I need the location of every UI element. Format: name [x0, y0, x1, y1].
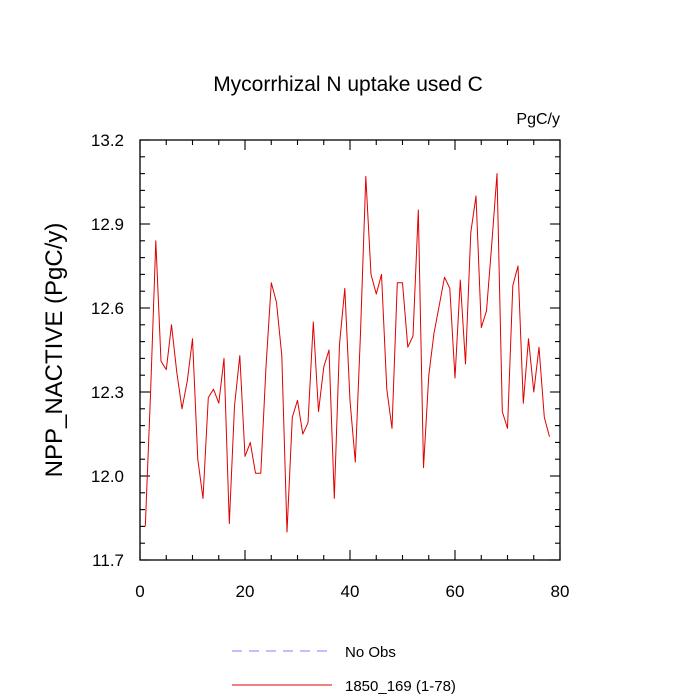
series-line-0 [144, 173, 550, 533]
x-tick-label: 0 [135, 582, 144, 601]
tick-marks [139, 139, 561, 561]
y-tick-label: 11.7 [92, 551, 124, 570]
y-tick-label: 12.3 [91, 383, 124, 402]
legend: No Obs 1850_169 (1-78) [232, 644, 456, 695]
y-tick-label: 12.9 [91, 215, 124, 234]
y-axis-label: NPP_NACTIVE (PgC/y) [41, 223, 68, 478]
legend-label-no-obs: No Obs [345, 644, 396, 661]
chart-title: Mycorrhizal N uptake used C [213, 73, 483, 96]
units-label: PgC/y [516, 111, 560, 128]
legend-label-1850-169: 1850_169 (1-78) [345, 678, 456, 695]
x-tick-label: 20 [236, 582, 255, 601]
tick-labels: 0 20 40 60 80 11.7 12.0 12.3 12.6 12.9 13.2 [91, 131, 570, 601]
y-tick-label: 12.0 [91, 467, 124, 486]
y-tick-label: 12.6 [91, 299, 124, 318]
y-tick-label: 13.2 [91, 131, 124, 150]
series-lines [144, 173, 550, 533]
x-tick-label: 60 [446, 582, 465, 601]
x-tick-label: 40 [341, 582, 360, 601]
x-tick-label: 80 [551, 582, 570, 601]
